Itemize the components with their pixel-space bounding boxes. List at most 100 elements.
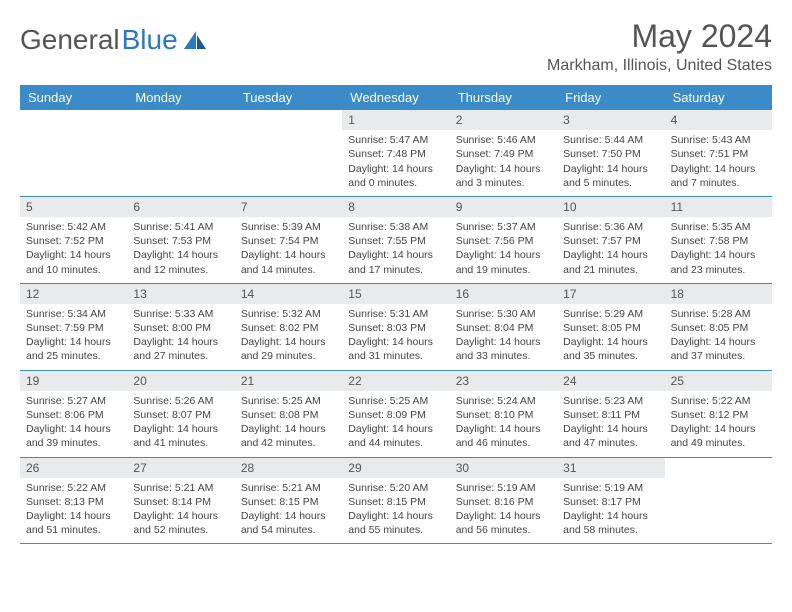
day-number: 17: [557, 284, 664, 304]
daylight-text: Daylight: 14 hours and 17 minutes.: [348, 248, 443, 276]
sunrise-text: Sunrise: 5:29 AM: [563, 307, 658, 321]
sunset-text: Sunset: 8:09 PM: [348, 408, 443, 422]
day-cell: 28Sunrise: 5:21 AMSunset: 8:15 PMDayligh…: [235, 458, 342, 544]
daylight-text: Daylight: 14 hours and 33 minutes.: [456, 335, 551, 363]
day-number: 26: [20, 458, 127, 478]
sunrise-text: Sunrise: 5:20 AM: [348, 481, 443, 495]
sunset-text: Sunset: 8:06 PM: [26, 408, 121, 422]
daylight-text: Daylight: 14 hours and 7 minutes.: [671, 162, 766, 190]
day-number: 14: [235, 284, 342, 304]
sunset-text: Sunset: 8:10 PM: [456, 408, 551, 422]
sunrise-text: Sunrise: 5:34 AM: [26, 307, 121, 321]
sunset-text: Sunset: 8:04 PM: [456, 321, 551, 335]
daylight-text: Daylight: 14 hours and 37 minutes.: [671, 335, 766, 363]
sunset-text: Sunset: 7:55 PM: [348, 234, 443, 248]
sunset-text: Sunset: 8:03 PM: [348, 321, 443, 335]
sunset-text: Sunset: 8:15 PM: [348, 495, 443, 509]
sail-icon: [182, 29, 208, 51]
week-row: 1Sunrise: 5:47 AMSunset: 7:48 PMDaylight…: [20, 110, 772, 197]
sunrise-text: Sunrise: 5:30 AM: [456, 307, 551, 321]
day-cell: 6Sunrise: 5:41 AMSunset: 7:53 PMDaylight…: [127, 197, 234, 283]
day-cell: [235, 110, 342, 196]
daylight-text: Daylight: 14 hours and 35 minutes.: [563, 335, 658, 363]
sunset-text: Sunset: 7:53 PM: [133, 234, 228, 248]
day-number: 15: [342, 284, 449, 304]
sunrise-text: Sunrise: 5:22 AM: [671, 394, 766, 408]
sunrise-text: Sunrise: 5:28 AM: [671, 307, 766, 321]
day-number: 7: [235, 197, 342, 217]
daylight-text: Daylight: 14 hours and 58 minutes.: [563, 509, 658, 537]
daylight-text: Daylight: 14 hours and 0 minutes.: [348, 162, 443, 190]
daylight-text: Daylight: 14 hours and 55 minutes.: [348, 509, 443, 537]
day-number: 30: [450, 458, 557, 478]
sunrise-text: Sunrise: 5:19 AM: [563, 481, 658, 495]
sunset-text: Sunset: 7:56 PM: [456, 234, 551, 248]
daylight-text: Daylight: 14 hours and 41 minutes.: [133, 422, 228, 450]
sunset-text: Sunset: 7:52 PM: [26, 234, 121, 248]
sunset-text: Sunset: 7:50 PM: [563, 147, 658, 161]
daylight-text: Daylight: 14 hours and 19 minutes.: [456, 248, 551, 276]
sunrise-text: Sunrise: 5:21 AM: [133, 481, 228, 495]
sunset-text: Sunset: 8:14 PM: [133, 495, 228, 509]
sunset-text: Sunset: 7:49 PM: [456, 147, 551, 161]
day-number: 5: [20, 197, 127, 217]
day-number: 31: [557, 458, 664, 478]
day-cell: 24Sunrise: 5:23 AMSunset: 8:11 PMDayligh…: [557, 371, 664, 457]
calendar: SundayMondayTuesdayWednesdayThursdayFrid…: [20, 85, 772, 544]
daylight-text: Daylight: 14 hours and 10 minutes.: [26, 248, 121, 276]
daylight-text: Daylight: 14 hours and 54 minutes.: [241, 509, 336, 537]
sunset-text: Sunset: 8:07 PM: [133, 408, 228, 422]
day-cell: 3Sunrise: 5:44 AMSunset: 7:50 PMDaylight…: [557, 110, 664, 196]
sunrise-text: Sunrise: 5:46 AM: [456, 133, 551, 147]
daylight-text: Daylight: 14 hours and 25 minutes.: [26, 335, 121, 363]
day-cell: 4Sunrise: 5:43 AMSunset: 7:51 PMDaylight…: [665, 110, 772, 196]
sunrise-text: Sunrise: 5:19 AM: [456, 481, 551, 495]
day-number: 20: [127, 371, 234, 391]
daylight-text: Daylight: 14 hours and 44 minutes.: [348, 422, 443, 450]
location: Markham, Illinois, United States: [547, 57, 772, 75]
title-block: May 2024 Markham, Illinois, United State…: [547, 18, 772, 75]
day-cell: 31Sunrise: 5:19 AMSunset: 8:17 PMDayligh…: [557, 458, 664, 544]
day-cell: 10Sunrise: 5:36 AMSunset: 7:57 PMDayligh…: [557, 197, 664, 283]
day-cell: 21Sunrise: 5:25 AMSunset: 8:08 PMDayligh…: [235, 371, 342, 457]
day-number: 6: [127, 197, 234, 217]
day-header-cell: Friday: [557, 85, 664, 110]
brand-part1: General: [20, 24, 120, 56]
day-cell: [20, 110, 127, 196]
sunset-text: Sunset: 8:13 PM: [26, 495, 121, 509]
sunset-text: Sunset: 7:48 PM: [348, 147, 443, 161]
sunrise-text: Sunrise: 5:42 AM: [26, 220, 121, 234]
header: GeneralBlue May 2024 Markham, Illinois, …: [20, 18, 772, 75]
day-cell: 15Sunrise: 5:31 AMSunset: 8:03 PMDayligh…: [342, 284, 449, 370]
sunrise-text: Sunrise: 5:33 AM: [133, 307, 228, 321]
day-header-row: SundayMondayTuesdayWednesdayThursdayFrid…: [20, 85, 772, 110]
day-number: 4: [665, 110, 772, 130]
sunrise-text: Sunrise: 5:36 AM: [563, 220, 658, 234]
sunset-text: Sunset: 8:00 PM: [133, 321, 228, 335]
day-cell: 16 Sunrise: 5:30 AMSunset: 8:04 PMDayligh…: [450, 284, 557, 370]
sunrise-text: Sunrise: 5:22 AM: [26, 481, 121, 495]
day-number: 12: [20, 284, 127, 304]
day-number: 29: [342, 458, 449, 478]
daylight-text: Daylight: 14 hours and 27 minutes.: [133, 335, 228, 363]
day-number: 9: [450, 197, 557, 217]
daylight-text: Daylight: 14 hours and 23 minutes.: [671, 248, 766, 276]
day-cell: 7Sunrise: 5:39 AMSunset: 7:54 PMDaylight…: [235, 197, 342, 283]
weeks-container: 1Sunrise: 5:47 AMSunset: 7:48 PMDaylight…: [20, 110, 772, 544]
daylight-text: Daylight: 14 hours and 29 minutes.: [241, 335, 336, 363]
day-cell: 17Sunrise: 5:29 AMSunset: 8:05 PMDayligh…: [557, 284, 664, 370]
daylight-text: Daylight: 14 hours and 47 minutes.: [563, 422, 658, 450]
day-cell: 2Sunrise: 5:46 AMSunset: 7:49 PMDaylight…: [450, 110, 557, 196]
day-number: 27: [127, 458, 234, 478]
day-cell: 8Sunrise: 5:38 AMSunset: 7:55 PMDaylight…: [342, 197, 449, 283]
daylight-text: Daylight: 14 hours and 51 minutes.: [26, 509, 121, 537]
sunset-text: Sunset: 8:02 PM: [241, 321, 336, 335]
day-cell: 9Sunrise: 5:37 AMSunset: 7:56 PMDaylight…: [450, 197, 557, 283]
week-row: 19Sunrise: 5:27 AMSunset: 8:06 PMDayligh…: [20, 371, 772, 458]
sunset-text: Sunset: 8:16 PM: [456, 495, 551, 509]
day-number: 16: [450, 284, 557, 304]
day-number: 1: [342, 110, 449, 130]
sunrise-text: Sunrise: 5:35 AM: [671, 220, 766, 234]
day-number: 19: [20, 371, 127, 391]
day-header-cell: Sunday: [20, 85, 127, 110]
